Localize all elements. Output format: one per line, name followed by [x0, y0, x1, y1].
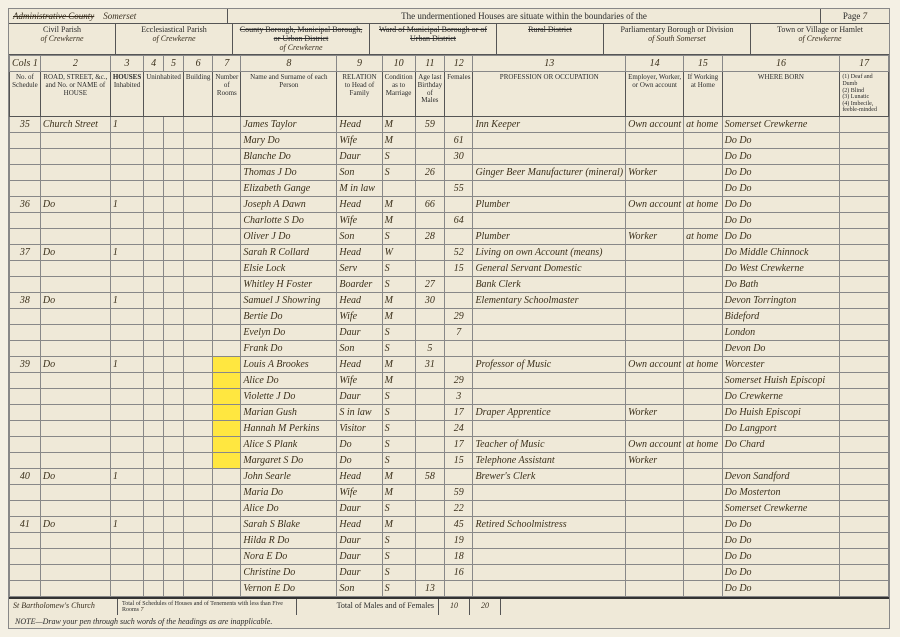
table-row: Nora E DoDaurS18Do Do	[10, 548, 889, 564]
footer-row: St Bartholomew's Church Total of Schedul…	[9, 597, 889, 615]
table-row: Bertie DoWifeM29 Bideford	[10, 308, 889, 324]
h-uninhab: Uninhabited	[144, 72, 184, 117]
census-table: Cols 12 34567 8910 1112 1314151617 No. o…	[9, 55, 889, 597]
table-row: Hilda R DoDaurS19Do Do	[10, 532, 889, 548]
h-condition: Condition as to Marriage	[382, 72, 415, 117]
h-road: ROAD, STREET, &c., and No. or NAME of HO…	[40, 72, 110, 117]
parl-value: of South Somerset	[607, 35, 747, 44]
table-row: Alice DoDaurS22Somerset Crewkerne	[10, 500, 889, 516]
table-row: Elsie LockServS15General Servant Domesti…	[10, 260, 889, 276]
table-row: Christine DoDaurS16Do Do	[10, 564, 889, 580]
table-row: 38Do1Samuel J ShowringHeadM30Elementary …	[10, 292, 889, 308]
table-row: Maria DoWifeM59Do Mosterton	[10, 484, 889, 500]
admin-county-label: Administrative County	[13, 11, 94, 21]
totals-label: Total of Schedules of Houses and of Tene…	[122, 601, 283, 613]
ward-label: Ward of Municipal Borough or of Urban Di…	[373, 26, 493, 44]
h-inhab: HOUSESInhabited	[110, 72, 143, 117]
header-row2: Civil Parish of Crewkerne Ecclesiastical…	[9, 24, 889, 55]
table-row: Marian GushS in lawS17Draper ApprenticeW…	[10, 404, 889, 420]
col-numbers-row: Cols 12 34567 8910 1112 1314151617	[10, 56, 889, 72]
table-row: Frank DoSonS5Devon Do	[10, 340, 889, 356]
table-row: Whitley H FosterBoarderS27Bank ClerkDo B…	[10, 276, 889, 292]
table-row: Alice DoWifeM29Somerset Huish Episcopi	[10, 372, 889, 388]
table-row: Blanche DoDaurS30Do Do	[10, 148, 889, 164]
h-rooms: Number of Rooms	[213, 72, 241, 117]
table-row: Oliver J DoSonS28PlumberWorkerat homeDo …	[10, 228, 889, 244]
town-value: of Crewkerne	[754, 35, 886, 44]
table-row: Hannah M PerkinsVisitorS24Do Langport	[10, 420, 889, 436]
h-born: WHERE BORN	[722, 72, 840, 117]
urban-label: County Borough, Municipal Borough, or Ur…	[236, 26, 366, 44]
h-home: If Working at Home	[684, 72, 722, 117]
table-row: Elizabeth GangeM in law55Do Do	[10, 180, 889, 196]
h-schedule: No. of Schedule	[10, 72, 41, 117]
table-row: Charlotte S DoWifeM64Do Do	[10, 212, 889, 228]
admin-county-value: Somerset	[103, 11, 136, 21]
table-row: Mary DoWifeM61Do Do	[10, 132, 889, 148]
census-sheet: Administrative County Somerset The under…	[8, 8, 890, 629]
h-name: Name and Surname of each Person	[241, 72, 337, 117]
table-row: 41Do1Sarah S BlakeHeadM45Retired Schoolm…	[10, 516, 889, 532]
urban-value: of Crewkerne	[236, 44, 366, 53]
col-headers-row: No. of Schedule ROAD, STREET, &c., and N…	[10, 72, 889, 117]
table-row: Alice S PlankDoS17Teacher of MusicOwn ac…	[10, 436, 889, 452]
h-infirm: (1) Deaf and Dumb (2) Blind (3) Lunatic …	[840, 72, 889, 117]
table-row: 39Do1Louis A BrookesHeadM31Professor of …	[10, 356, 889, 372]
table-row: Margaret S DoDoS15Telephone AssistantWor…	[10, 452, 889, 468]
table-row: 37Do1Sarah R CollardHeadW52Living on own…	[10, 244, 889, 260]
table-row: Thomas J DoSonS26Ginger Beer Manufacture…	[10, 164, 889, 180]
footnote: NOTE—Draw your pen through such words of…	[9, 615, 889, 628]
h-occupation: PROFESSION OR OCCUPATION	[473, 72, 626, 117]
eccl-parish-value: of Crewkerne	[119, 35, 229, 44]
civil-parish-value: of Crewkerne	[12, 35, 112, 44]
table-row: 40Do1John SearleHeadM58Brewer's ClerkDev…	[10, 468, 889, 484]
rural-label: Rural District	[500, 26, 600, 35]
page-num: 7	[863, 11, 868, 21]
h-employer: Employer, Worker, or Own account	[626, 72, 684, 117]
h-relation: RELATION to Head of Family	[337, 72, 382, 117]
h-age-f: Females	[445, 72, 473, 117]
page-label: Page	[843, 11, 861, 21]
totals-value: 7	[141, 607, 144, 613]
table-row: Violette J DoDaurS3Do Crewkerne	[10, 388, 889, 404]
table-row: Vernon E DoSonS13Do Do	[10, 580, 889, 596]
header-mid: The undermentioned Houses are situate wi…	[228, 9, 821, 23]
header-row1: Administrative County Somerset The under…	[9, 9, 889, 24]
table-row: 36Do1Joseph A DawnHeadM66PlumberOwn acco…	[10, 196, 889, 212]
table-row: 35Church Street1James TaylorHeadM59Inn K…	[10, 116, 889, 132]
h-building: Building	[183, 72, 213, 117]
h-age-m: Age last Birthday ofMales	[415, 72, 445, 117]
table-row: Evelyn DoDaurS7London	[10, 324, 889, 340]
